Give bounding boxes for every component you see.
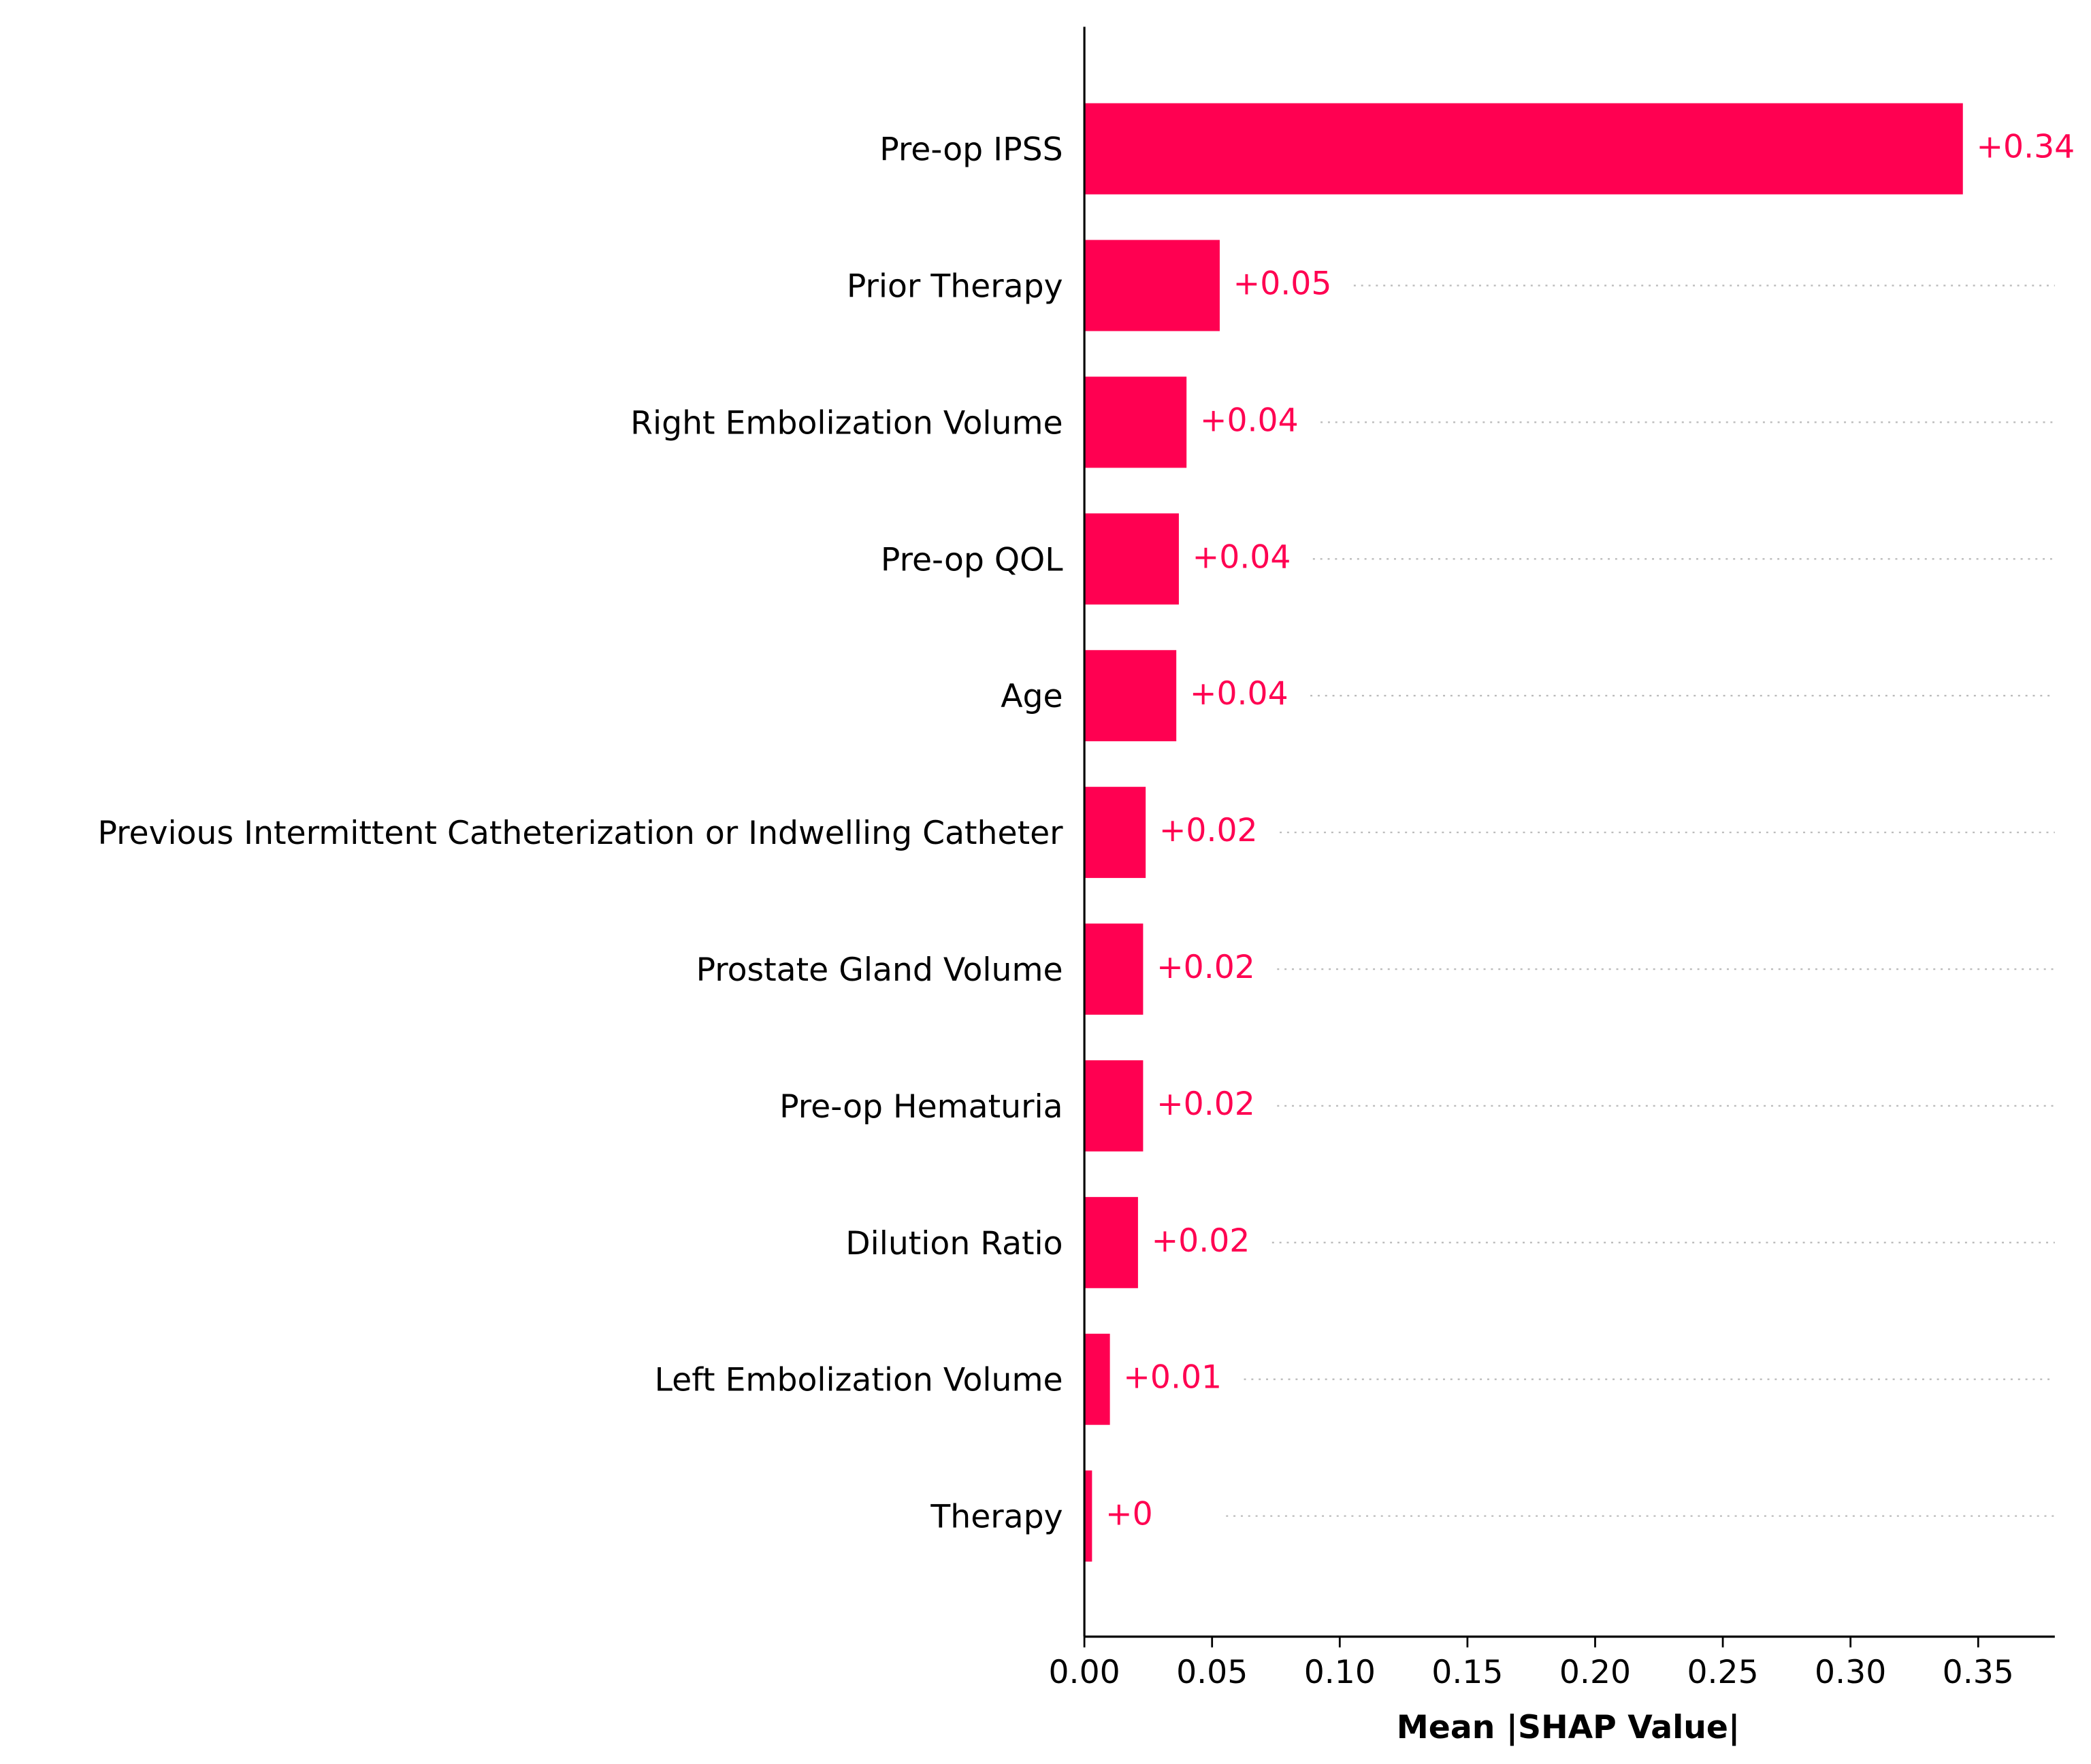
x-tick-label: 0.10 — [1304, 1654, 1376, 1691]
bar — [1084, 1196, 1138, 1288]
x-tick-label: 0.35 — [1943, 1654, 2014, 1691]
bar — [1084, 240, 1220, 331]
y-tick-label: Pre-op QOL — [881, 541, 1063, 578]
bar — [1084, 513, 1179, 605]
y-tick-label: Pre-op IPSS — [879, 131, 1063, 169]
value-label: +0.02 — [1156, 1085, 1255, 1123]
x-tick-label: 0.05 — [1176, 1654, 1248, 1691]
x-axis-title: Mean |SHAP Value| — [1397, 1709, 1740, 1746]
value-label: +0.04 — [1193, 538, 1291, 576]
y-tick-label: Dilution Ratio — [845, 1225, 1063, 1262]
y-tick-label: Prior Therapy — [847, 267, 1063, 305]
x-tick-label: 0.30 — [1815, 1654, 1886, 1691]
value-label: +0.05 — [1233, 265, 1332, 303]
bar — [1084, 924, 1144, 1015]
x-tick-label: 0.25 — [1687, 1654, 1758, 1691]
y-tick-label: Pre-op Hematuria — [779, 1088, 1063, 1126]
bar — [1084, 376, 1187, 468]
x-tick-label: 0.20 — [1559, 1654, 1631, 1691]
value-label: +0.04 — [1200, 402, 1299, 439]
value-label: +0.02 — [1152, 1222, 1250, 1260]
bar — [1084, 787, 1146, 879]
value-label: +0.02 — [1156, 949, 1255, 986]
value-label: +0.01 — [1123, 1359, 1222, 1396]
bar — [1084, 103, 1963, 195]
y-tick-label: Right Embolization Volume — [630, 404, 1063, 442]
x-tick-label: 0.15 — [1431, 1654, 1503, 1691]
value-label: +0.04 — [1190, 675, 1288, 713]
y-tick-label: Age — [1001, 678, 1063, 715]
bar — [1084, 1060, 1144, 1152]
bar — [1084, 650, 1177, 742]
y-tick-label: Left Embolization Volume — [655, 1362, 1063, 1399]
y-tick-label: Prostate Gland Volume — [696, 951, 1063, 989]
bar — [1084, 1333, 1110, 1425]
value-label: +0.34 — [1976, 129, 2075, 166]
y-tick-label: Previous Intermittent Catheterization or… — [97, 815, 1063, 852]
bar — [1084, 1470, 1092, 1562]
y-tick-label: Therapy — [930, 1499, 1063, 1536]
value-label: +0.02 — [1159, 812, 1258, 849]
x-tick-label: 0.00 — [1049, 1654, 1120, 1691]
value-label: +0 — [1105, 1496, 1153, 1533]
